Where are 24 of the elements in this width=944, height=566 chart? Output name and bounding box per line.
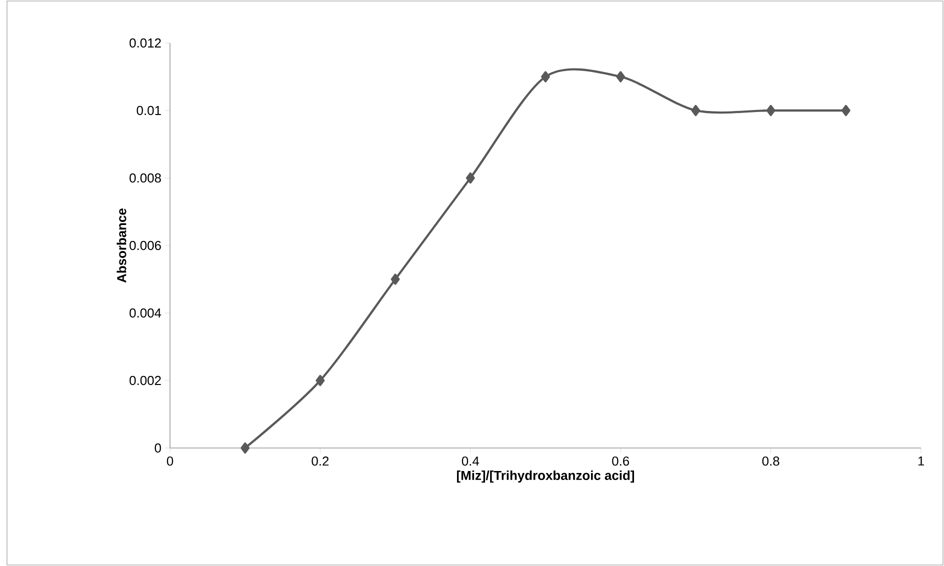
y-tick-label: 0 <box>154 443 161 453</box>
y-tick-label: 0.004 <box>130 308 162 318</box>
y-tick-label: 0.006 <box>130 240 161 250</box>
point <box>691 104 700 116</box>
point <box>541 71 550 82</box>
x-tick-label: 0 <box>166 456 174 466</box>
point <box>240 442 250 454</box>
y-tick-label: 0.008 <box>130 173 161 183</box>
y-tick-label: 0.01 <box>136 106 161 116</box>
y-tick-label: 0.012 <box>130 38 161 48</box>
point <box>390 274 400 285</box>
x-tick-label: 1 <box>918 456 924 466</box>
y-tick-label: 0.002 <box>130 376 161 386</box>
x-tick-label: 0.6 <box>612 456 630 466</box>
point <box>466 172 475 184</box>
point <box>616 71 626 82</box>
x-tick-label: 0.4 <box>462 456 480 466</box>
y-axis-title: Absorbance <box>116 208 126 283</box>
point <box>316 374 325 386</box>
x-axis-title: [Miz]/[Trihydroxbanzoic acid] <box>457 470 634 483</box>
point <box>766 104 776 116</box>
x-tick-label: 0.2 <box>312 456 329 466</box>
point <box>841 104 850 116</box>
x-tick-label: 0.8 <box>762 456 780 466</box>
